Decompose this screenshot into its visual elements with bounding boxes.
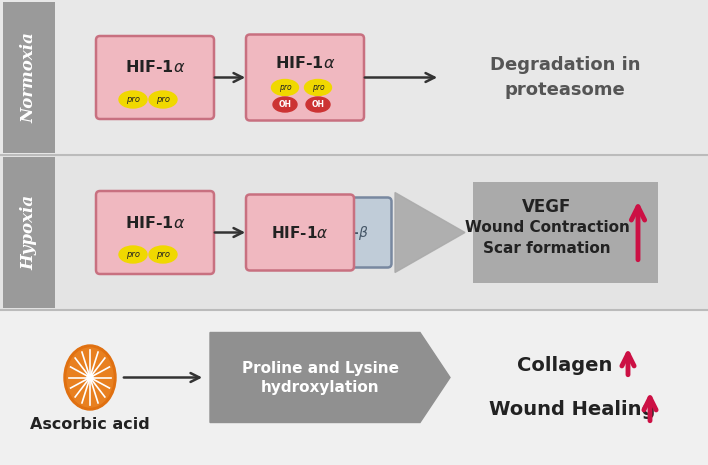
Bar: [0, 310, 708, 465]
Ellipse shape: [304, 80, 331, 95]
Ellipse shape: [119, 91, 147, 108]
Polygon shape: [395, 193, 465, 272]
Text: HIF-1$\alpha$: HIF-1$\alpha$: [271, 225, 329, 240]
Text: Ascorbic acid: Ascorbic acid: [30, 417, 150, 432]
Polygon shape: [210, 332, 450, 423]
Text: Proline and Lysine: Proline and Lysine: [241, 361, 399, 376]
FancyBboxPatch shape: [299, 198, 392, 267]
Bar: [0, 0, 708, 155]
Bar: [472, 182, 658, 283]
Ellipse shape: [119, 246, 147, 263]
Text: pro: pro: [156, 95, 170, 104]
Text: pro: pro: [156, 250, 170, 259]
Text: HIF-1$\alpha$: HIF-1$\alpha$: [275, 55, 335, 72]
FancyBboxPatch shape: [96, 36, 214, 119]
Text: HIF-1$\alpha$: HIF-1$\alpha$: [125, 214, 185, 231]
Ellipse shape: [67, 348, 113, 407]
Text: OH: OH: [278, 100, 292, 109]
Circle shape: [87, 374, 93, 380]
Text: Normoxia: Normoxia: [20, 32, 37, 123]
Text: pro: pro: [126, 250, 140, 259]
FancyBboxPatch shape: [246, 194, 354, 271]
Text: pro: pro: [126, 95, 140, 104]
Text: pro: pro: [312, 83, 324, 92]
Text: Degradation in
proteasome: Degradation in proteasome: [490, 56, 640, 99]
Text: HIF-$\beta$: HIF-$\beta$: [326, 224, 368, 241]
Ellipse shape: [271, 80, 299, 95]
Bar: [0, 155, 708, 310]
Text: hydroxylation: hydroxylation: [261, 380, 379, 395]
Text: Wound Healing: Wound Healing: [489, 400, 655, 419]
FancyBboxPatch shape: [246, 34, 364, 120]
Ellipse shape: [149, 91, 177, 108]
Ellipse shape: [306, 97, 330, 112]
Text: HIF-1$\alpha$: HIF-1$\alpha$: [125, 60, 185, 75]
Text: OH: OH: [312, 100, 324, 109]
Bar: [3, 157, 55, 308]
Ellipse shape: [273, 97, 297, 112]
FancyBboxPatch shape: [96, 191, 214, 274]
Text: pro: pro: [279, 83, 291, 92]
Text: Scar formation: Scar formation: [483, 241, 611, 256]
Text: Hypoxia: Hypoxia: [20, 195, 37, 270]
Ellipse shape: [64, 345, 116, 410]
Text: Wound Contraction: Wound Contraction: [464, 220, 629, 235]
Ellipse shape: [149, 246, 177, 263]
Text: Collagen: Collagen: [518, 356, 612, 375]
Bar: [3, 2, 55, 153]
Text: VEGF: VEGF: [523, 199, 571, 217]
